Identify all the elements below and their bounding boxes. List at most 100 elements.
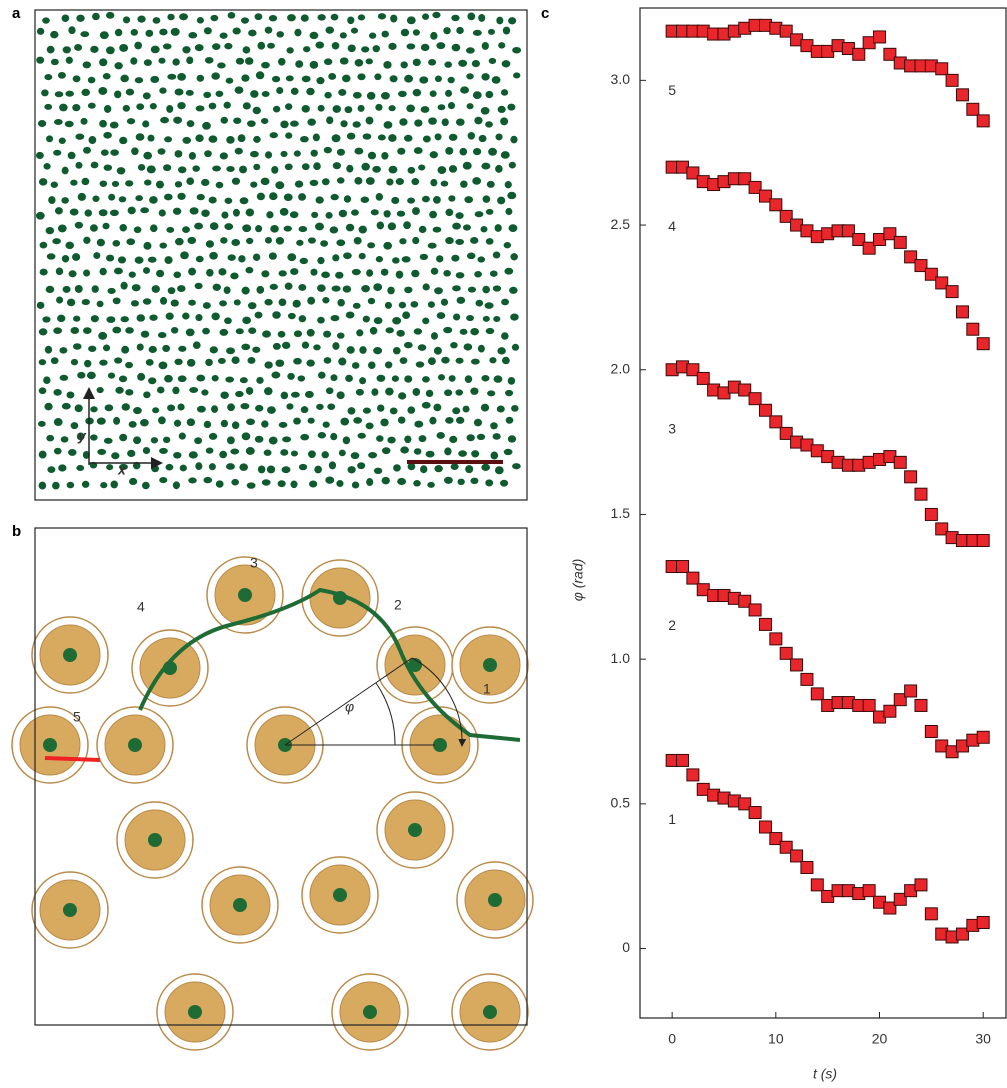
particle	[429, 151, 438, 159]
particle	[143, 59, 152, 66]
particle	[283, 193, 293, 202]
particle	[245, 387, 254, 395]
particle	[98, 331, 108, 340]
particle	[65, 56, 73, 64]
particle	[397, 477, 407, 486]
particle	[365, 422, 374, 430]
particle	[481, 463, 491, 471]
particle	[395, 178, 404, 186]
particle	[142, 298, 152, 305]
particle	[202, 302, 211, 309]
particle	[478, 14, 486, 22]
particle	[239, 463, 249, 471]
particle	[307, 118, 316, 126]
particle	[134, 41, 142, 50]
particle	[234, 147, 243, 155]
particle	[407, 166, 416, 174]
particle	[391, 375, 399, 382]
particle	[242, 46, 251, 54]
particle	[492, 251, 501, 259]
particle	[235, 57, 245, 65]
particle	[86, 371, 96, 380]
particle	[272, 342, 281, 350]
particle	[449, 435, 458, 444]
particle	[387, 222, 397, 231]
particle	[407, 462, 416, 471]
particle	[52, 481, 60, 490]
particle	[137, 15, 146, 23]
particle	[174, 150, 183, 158]
particle	[503, 242, 512, 249]
particle	[80, 117, 88, 125]
data-point	[935, 62, 949, 76]
x-tick-label: 10	[768, 1031, 784, 1047]
data-point	[748, 806, 762, 820]
particle	[59, 347, 68, 354]
particle	[436, 432, 445, 439]
particle	[99, 267, 107, 276]
particle	[418, 435, 427, 443]
particle	[107, 287, 116, 295]
particle	[321, 271, 330, 279]
particle	[300, 433, 310, 441]
particle	[100, 482, 108, 489]
particle	[99, 359, 108, 366]
particle	[290, 268, 299, 275]
y-tick-label: 2.5	[611, 216, 631, 232]
series-label: 2	[668, 617, 676, 633]
particle	[145, 29, 154, 37]
particle	[121, 345, 130, 354]
particle	[290, 450, 298, 457]
particle	[276, 31, 285, 38]
particle	[219, 328, 229, 336]
data-point	[945, 73, 959, 87]
particle	[70, 326, 80, 334]
particle	[351, 362, 360, 369]
particle	[66, 391, 75, 399]
particle	[43, 376, 51, 385]
particle	[511, 405, 519, 412]
particle	[148, 377, 157, 385]
particle	[429, 416, 437, 425]
particle	[256, 285, 265, 294]
particle	[347, 407, 356, 415]
particle	[135, 195, 143, 202]
particle	[437, 104, 446, 111]
particle	[89, 224, 98, 232]
data-point	[904, 684, 918, 698]
particle	[369, 326, 378, 335]
particle	[422, 283, 430, 291]
particle	[227, 436, 235, 445]
particle	[267, 42, 275, 49]
particle	[205, 358, 213, 367]
particle	[422, 13, 430, 20]
particle	[443, 27, 451, 35]
particle	[39, 268, 48, 276]
particle	[128, 420, 137, 428]
particle	[443, 326, 453, 334]
data-point	[966, 102, 980, 116]
data-point	[769, 632, 783, 646]
particle	[465, 465, 474, 474]
particle	[195, 314, 203, 322]
particle	[158, 361, 168, 370]
particle	[466, 315, 475, 322]
particle	[141, 481, 150, 490]
particle	[76, 432, 85, 441]
particle	[452, 407, 461, 415]
particle	[196, 74, 205, 82]
particle	[267, 406, 276, 414]
particle	[325, 26, 335, 34]
particle	[98, 209, 108, 217]
particle	[434, 133, 442, 141]
particle	[253, 135, 261, 143]
particle	[271, 166, 279, 174]
particle	[377, 13, 387, 20]
axis-label: x	[117, 462, 127, 478]
particle	[96, 386, 104, 394]
particle	[381, 447, 391, 455]
particle	[162, 344, 171, 353]
particle	[425, 389, 434, 398]
particle	[46, 253, 56, 260]
particle	[471, 450, 480, 458]
